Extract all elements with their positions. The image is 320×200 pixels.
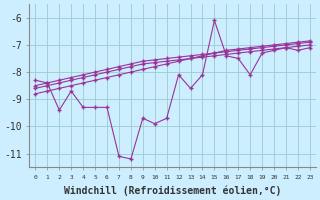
X-axis label: Windchill (Refroidissement éolien,°C): Windchill (Refroidissement éolien,°C)	[64, 185, 281, 196]
